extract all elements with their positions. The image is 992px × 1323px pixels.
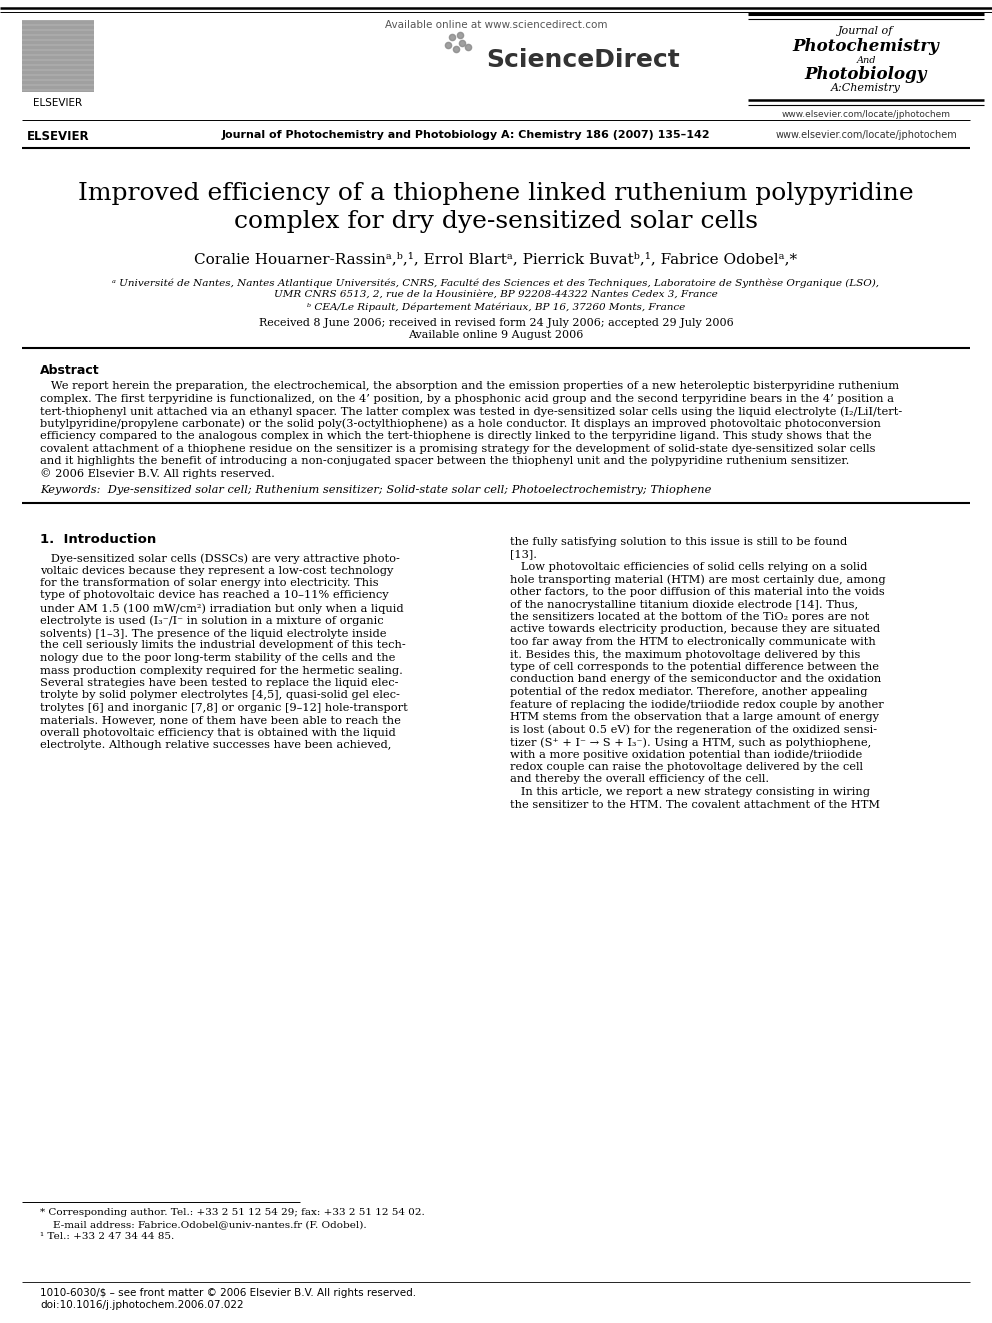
Text: Journal of: Journal of — [838, 26, 894, 36]
Text: E-mail address: Fabrice.Odobel@univ-nantes.fr (F. Odobel).: E-mail address: Fabrice.Odobel@univ-nant… — [40, 1220, 367, 1229]
Text: Low photovoltaic efficiencies of solid cells relying on a solid: Low photovoltaic efficiencies of solid c… — [510, 562, 867, 572]
Text: A:Chemistry: A:Chemistry — [831, 83, 901, 93]
Text: Coralie Houarner-Rassinᵃ,ᵇ,¹, Errol Blartᵃ, Pierrick Buvatᵇ,¹, Fabrice Odobelᵃ,*: Coralie Houarner-Rassinᵃ,ᵇ,¹, Errol Blar… — [194, 251, 798, 266]
Text: the fully satisfying solution to this issue is still to be found: the fully satisfying solution to this is… — [510, 537, 847, 546]
Text: the sensitizers located at the bottom of the TiO₂ pores are not: the sensitizers located at the bottom of… — [510, 613, 869, 622]
Text: type of photovoltaic device has reached a 10–11% efficiency: type of photovoltaic device has reached … — [40, 590, 389, 601]
Text: Abstract: Abstract — [40, 364, 99, 377]
Text: tert-thiophenyl unit attached via an ethanyl spacer. The latter complex was test: tert-thiophenyl unit attached via an eth… — [40, 406, 903, 417]
Text: conduction band energy of the semiconductor and the oxidation: conduction band energy of the semiconduc… — [510, 675, 881, 684]
Text: and it highlights the benefit of introducing a non-conjugated spacer between the: and it highlights the benefit of introdu… — [40, 456, 849, 466]
Text: too far away from the HTM to electronically communicate with: too far away from the HTM to electronica… — [510, 636, 876, 647]
Text: 1.  Introduction: 1. Introduction — [40, 533, 157, 546]
Text: [13].: [13]. — [510, 549, 537, 560]
Text: under AM 1.5 (100 mW/cm²) irradiation but only when a liquid: under AM 1.5 (100 mW/cm²) irradiation bu… — [40, 603, 404, 614]
Text: complex. The first terpyridine is functionalized, on the 4’ position, by a phosp: complex. The first terpyridine is functi… — [40, 393, 894, 404]
Text: mass production complexity required for the hermetic sealing.: mass production complexity required for … — [40, 665, 403, 676]
Text: electrolyte. Although relative successes have been achieved,: electrolyte. Although relative successes… — [40, 741, 392, 750]
Text: Available online 9 August 2006: Available online 9 August 2006 — [409, 329, 583, 340]
Text: the sensitizer to the HTM. The covalent attachment of the HTM: the sensitizer to the HTM. The covalent … — [510, 799, 880, 810]
Text: hole transporting material (HTM) are most certainly due, among: hole transporting material (HTM) are mos… — [510, 574, 886, 585]
Text: ᵇ CEA/Le Ripault, Département Matériaux, BP 16, 37260 Monts, France: ᵇ CEA/Le Ripault, Département Matériaux,… — [307, 302, 685, 311]
Text: materials. However, none of them have been able to reach the: materials. However, none of them have be… — [40, 716, 401, 725]
Text: Photochemistry: Photochemistry — [793, 38, 939, 56]
Text: ELSEVIER: ELSEVIER — [27, 130, 89, 143]
Text: We report herein the preparation, the electrochemical, the absorption and the em: We report herein the preparation, the el… — [40, 381, 899, 392]
Text: In this article, we report a new strategy consisting in wiring: In this article, we report a new strateg… — [510, 787, 870, 796]
Text: UMR CNRS 6513, 2, rue de la Housinière, BP 92208-44322 Nantes Cedex 3, France: UMR CNRS 6513, 2, rue de la Housinière, … — [274, 290, 718, 299]
Text: And: And — [856, 56, 876, 65]
Text: Received 8 June 2006; received in revised form 24 July 2006; accepted 29 July 20: Received 8 June 2006; received in revise… — [259, 318, 733, 328]
Text: ELSEVIER: ELSEVIER — [34, 98, 82, 108]
Text: with a more positive oxidation potential than iodide/triiodide: with a more positive oxidation potential… — [510, 750, 862, 759]
Text: doi:10.1016/j.jphotochem.2006.07.022: doi:10.1016/j.jphotochem.2006.07.022 — [40, 1301, 244, 1310]
Text: www.elsevier.com/locate/jphotochem: www.elsevier.com/locate/jphotochem — [782, 110, 950, 119]
Text: Improved efficiency of a thiophene linked ruthenium polypyridine: Improved efficiency of a thiophene linke… — [78, 183, 914, 205]
Text: solvents) [1–3]. The presence of the liquid electrolyte inside: solvents) [1–3]. The presence of the liq… — [40, 628, 387, 639]
Text: is lost (about 0.5 eV) for the regeneration of the oxidized sensi-: is lost (about 0.5 eV) for the regenerat… — [510, 725, 877, 736]
Text: type of cell corresponds to the potential difference between the: type of cell corresponds to the potentia… — [510, 662, 879, 672]
Text: * Corresponding author. Tel.: +33 2 51 12 54 29; fax: +33 2 51 12 54 02.: * Corresponding author. Tel.: +33 2 51 1… — [40, 1208, 425, 1217]
Text: and thereby the overall efficiency of the cell.: and thereby the overall efficiency of th… — [510, 774, 769, 785]
Text: www.elsevier.com/locate/jphotochem: www.elsevier.com/locate/jphotochem — [775, 130, 957, 140]
Text: it. Besides this, the maximum photovoltage delivered by this: it. Besides this, the maximum photovolta… — [510, 650, 860, 659]
Text: ᵃ Université de Nantes, Nantes Atlantique Universités, CNRS, Faculté des Science: ᵃ Université de Nantes, Nantes Atlantiqu… — [112, 278, 880, 287]
Text: Keywords:  Dye-sensitized solar cell; Ruthenium sensitizer; Solid-state solar ce: Keywords: Dye-sensitized solar cell; Rut… — [40, 486, 711, 495]
Text: the cell seriously limits the industrial development of this tech-: the cell seriously limits the industrial… — [40, 640, 406, 651]
Text: 1010-6030/$ – see front matter © 2006 Elsevier B.V. All rights reserved.: 1010-6030/$ – see front matter © 2006 El… — [40, 1289, 416, 1298]
Text: covalent attachment of a thiophene residue on the sensitizer is a promising stra: covalent attachment of a thiophene resid… — [40, 443, 876, 454]
Text: overall photovoltaic efficiency that is obtained with the liquid: overall photovoltaic efficiency that is … — [40, 728, 396, 738]
Text: tizer (S⁺ + I⁻ → S + I₃⁻). Using a HTM, such as polythiophene,: tizer (S⁺ + I⁻ → S + I₃⁻). Using a HTM, … — [510, 737, 871, 747]
Text: trolyte by solid polymer electrolytes [4,5], quasi-solid gel elec-: trolyte by solid polymer electrolytes [4… — [40, 691, 400, 700]
Text: complex for dry dye-sensitized solar cells: complex for dry dye-sensitized solar cel… — [234, 210, 758, 233]
Text: active towards electricity production, because they are situated: active towards electricity production, b… — [510, 624, 880, 635]
Text: other factors, to the poor diffusion of this material into the voids: other factors, to the poor diffusion of … — [510, 587, 885, 597]
Text: feature of replacing the iodide/triiodide redox couple by another: feature of replacing the iodide/triiodid… — [510, 700, 884, 709]
Text: efficiency compared to the analogous complex in which the tert-thiophene is dire: efficiency compared to the analogous com… — [40, 431, 872, 441]
Text: redox couple can raise the photovoltage delivered by the cell: redox couple can raise the photovoltage … — [510, 762, 863, 773]
Text: HTM stems from the observation that a large amount of energy: HTM stems from the observation that a la… — [510, 712, 879, 722]
Bar — [22, 20, 94, 93]
Text: nology due to the poor long-term stability of the cells and the: nology due to the poor long-term stabili… — [40, 654, 396, 663]
Text: © 2006 Elsevier B.V. All rights reserved.: © 2006 Elsevier B.V. All rights reserved… — [40, 468, 275, 479]
Text: electrolyte is used (I₃⁻/I⁻ in solution in a mixture of organic: electrolyte is used (I₃⁻/I⁻ in solution … — [40, 615, 384, 626]
Text: for the transformation of solar energy into electricity. This: for the transformation of solar energy i… — [40, 578, 379, 587]
Text: Journal of Photochemistry and Photobiology A: Chemistry 186 (2007) 135–142: Journal of Photochemistry and Photobiolo… — [221, 130, 710, 140]
Text: Dye-sensitized solar cells (DSSCs) are very attractive photo-: Dye-sensitized solar cells (DSSCs) are v… — [40, 553, 400, 564]
Text: Several strategies have been tested to replace the liquid elec-: Several strategies have been tested to r… — [40, 677, 399, 688]
Text: of the nanocrystalline titanium dioxide electrode [14]. Thus,: of the nanocrystalline titanium dioxide … — [510, 599, 858, 610]
Text: ScienceDirect: ScienceDirect — [486, 48, 680, 71]
Text: ¹ Tel.: +33 2 47 34 44 85.: ¹ Tel.: +33 2 47 34 44 85. — [40, 1232, 175, 1241]
Text: trolytes [6] and inorganic [7,8] or organic [9–12] hole-transport: trolytes [6] and inorganic [7,8] or orga… — [40, 703, 408, 713]
Text: Available online at www.sciencedirect.com: Available online at www.sciencedirect.co… — [385, 20, 607, 30]
Text: voltaic devices because they represent a low-cost technology: voltaic devices because they represent a… — [40, 565, 394, 576]
Text: butylpyridine/propylene carbonate) or the solid poly(3-octylthiophene) as a hole: butylpyridine/propylene carbonate) or th… — [40, 418, 881, 429]
Text: potential of the redox mediator. Therefore, another appealing: potential of the redox mediator. Therefo… — [510, 687, 867, 697]
Text: Photobiology: Photobiology — [805, 66, 928, 83]
